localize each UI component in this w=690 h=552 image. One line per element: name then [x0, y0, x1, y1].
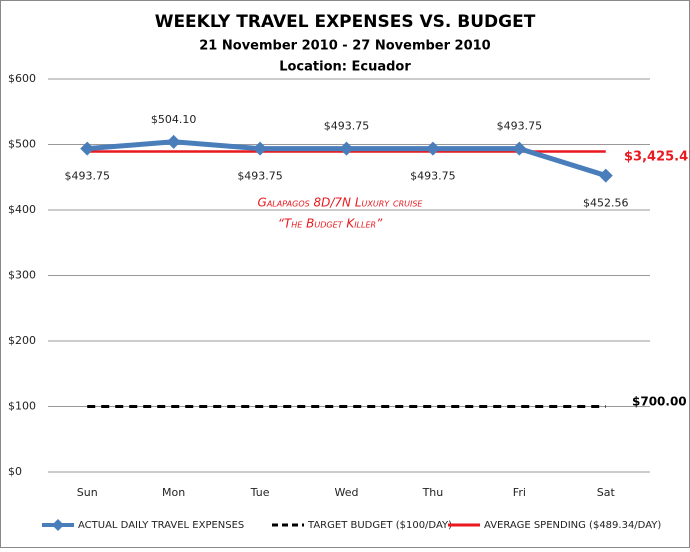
data-point [80, 141, 95, 156]
x-tick-label: Tue [250, 486, 270, 499]
annotation: “The Budget Killer” [278, 217, 383, 231]
x-tick-label: Sat [597, 486, 616, 499]
annotation: $700.00 [632, 395, 687, 409]
x-tick-label: Sun [77, 486, 98, 499]
data-label: $493.75 [64, 170, 110, 183]
data-point [339, 141, 354, 156]
x-tick-label: Fri [513, 486, 526, 499]
legend-label: AVERAGE SPENDING ($489.34/DAY) [484, 520, 661, 531]
annotation: $3,425.41 [624, 150, 690, 165]
y-tick-label: $0 [8, 465, 22, 478]
legend-label: TARGET BUDGET ($100/DAY) [307, 520, 452, 531]
y-tick-label: $100 [8, 400, 36, 413]
data-point [512, 141, 527, 156]
legend-label: ACTUAL DAILY TRAVEL EXPENSES [78, 520, 244, 531]
data-point [253, 141, 268, 156]
y-tick-label: $400 [8, 203, 36, 216]
data-point [166, 134, 181, 149]
data-label: $493.75 [324, 120, 370, 133]
x-tick-label: Mon [162, 486, 185, 499]
data-label: $504.10 [151, 113, 197, 126]
x-tick-label: Wed [335, 486, 359, 499]
data-label: $493.75 [410, 170, 456, 183]
data-label: $493.75 [237, 170, 283, 183]
chart-subtitle: 21 November 2010 - 27 November 2010 [199, 39, 490, 54]
data-label: $493.75 [497, 120, 543, 133]
data-label: $452.56 [583, 197, 629, 210]
chart-title: WEEKLY TRAVEL EXPENSES VS. BUDGET [155, 12, 536, 32]
y-tick-label: $500 [8, 138, 36, 151]
legend-marker [52, 519, 64, 531]
y-tick-label: $200 [8, 334, 36, 347]
chart-location: Location: Ecuador [279, 60, 411, 75]
data-point [425, 141, 440, 156]
y-tick-label: $300 [8, 269, 36, 282]
y-tick-label: $600 [8, 72, 36, 85]
data-point [598, 168, 613, 183]
annotation: Galapagos 8D/7N Luxury cruise [258, 196, 424, 210]
x-tick-label: Thu [422, 486, 444, 499]
